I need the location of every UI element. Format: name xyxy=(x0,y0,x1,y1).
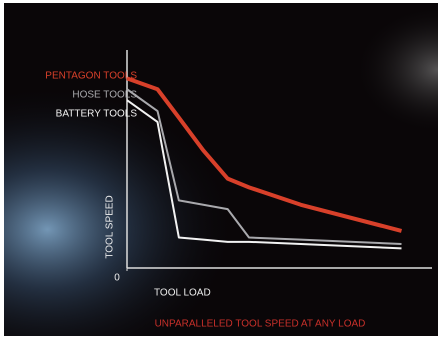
legend-entry: BATTERY TOOLS xyxy=(56,109,138,120)
chart: TOOL LOAD TOOL SPEED UNPARALLELED TOOL S… xyxy=(0,0,441,339)
page: TOOL LOAD TOOL SPEED UNPARALLELED TOOL S… xyxy=(0,0,441,339)
x-tick-label: 0 xyxy=(114,273,120,284)
x-axis-label: TOOL LOAD xyxy=(154,288,211,299)
caption: UNPARALLELED TOOL SPEED AT ANY LOAD xyxy=(155,319,366,330)
legend-entry: HOSE TOOLS xyxy=(72,90,137,101)
y-axis-label: TOOL SPEED xyxy=(105,195,116,258)
legend-entry: PENTAGON TOOLS xyxy=(45,71,137,82)
